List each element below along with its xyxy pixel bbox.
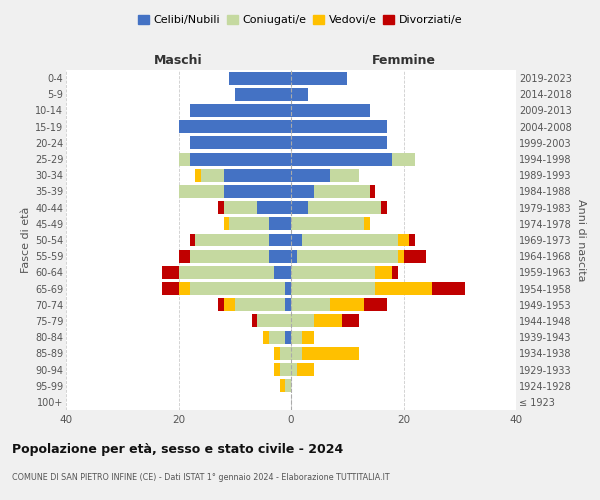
Bar [223,185,291,198]
Bar [196,169,201,181]
Bar [179,282,190,295]
Bar [291,72,347,85]
Bar [190,282,286,295]
Bar [269,234,291,246]
Bar [302,234,398,246]
Bar [302,330,314,344]
Bar [274,363,280,376]
Text: Femmine: Femmine [371,54,436,67]
Bar [223,201,257,214]
Bar [223,298,235,311]
Bar [251,314,257,328]
Bar [179,120,291,133]
Bar [302,347,359,360]
Bar [291,266,376,279]
Bar [291,136,386,149]
Bar [269,250,291,262]
Bar [341,314,359,328]
Text: Maschi: Maschi [154,54,203,67]
Bar [291,152,392,166]
Bar [398,250,404,262]
Bar [280,379,286,392]
Bar [308,201,381,214]
Bar [257,201,291,214]
Bar [404,250,426,262]
Bar [291,201,308,214]
Bar [286,282,291,295]
Bar [235,88,291,101]
Bar [269,330,286,344]
Bar [179,185,223,198]
Bar [190,136,291,149]
Bar [286,379,291,392]
Bar [291,314,314,328]
Bar [280,363,291,376]
Legend: Celibi/Nubili, Coniugati/e, Vedovi/e, Divorziati/e: Celibi/Nubili, Coniugati/e, Vedovi/e, Di… [133,10,467,30]
Bar [161,282,179,295]
Bar [229,72,291,85]
Bar [190,234,196,246]
Bar [190,104,291,117]
Text: Popolazione per età, sesso e stato civile - 2024: Popolazione per età, sesso e stato civil… [12,442,343,456]
Bar [280,347,291,360]
Bar [190,250,269,262]
Y-axis label: Fasce di età: Fasce di età [20,207,31,273]
Bar [274,347,280,360]
Bar [257,314,291,328]
Bar [296,363,314,376]
Bar [291,330,302,344]
Bar [409,234,415,246]
Bar [314,314,341,328]
Bar [291,298,331,311]
Bar [201,169,223,181]
Bar [381,201,386,214]
Bar [223,169,291,181]
Bar [286,330,291,344]
Bar [274,266,291,279]
Bar [291,363,296,376]
Bar [431,282,466,295]
Bar [179,152,190,166]
Bar [376,282,431,295]
Bar [263,330,269,344]
Bar [218,201,223,214]
Bar [269,218,291,230]
Bar [179,250,190,262]
Bar [370,185,376,198]
Bar [161,266,179,279]
Bar [235,298,286,311]
Bar [291,218,364,230]
Bar [190,152,291,166]
Bar [364,298,386,311]
Bar [291,88,308,101]
Bar [398,234,409,246]
Bar [291,282,376,295]
Bar [376,266,392,279]
Bar [331,169,359,181]
Bar [286,298,291,311]
Text: COMUNE DI SAN PIETRO INFINE (CE) - Dati ISTAT 1° gennaio 2024 - Elaborazione TUT: COMUNE DI SAN PIETRO INFINE (CE) - Dati … [12,472,389,482]
Bar [314,185,370,198]
Bar [392,266,398,279]
Bar [229,218,269,230]
Bar [291,185,314,198]
Bar [291,120,386,133]
Bar [331,298,364,311]
Bar [179,266,274,279]
Bar [291,234,302,246]
Bar [291,347,302,360]
Bar [296,250,398,262]
Bar [291,104,370,117]
Bar [218,298,223,311]
Y-axis label: Anni di nascita: Anni di nascita [576,198,586,281]
Bar [392,152,415,166]
Bar [223,218,229,230]
Bar [364,218,370,230]
Bar [291,169,331,181]
Bar [291,250,296,262]
Bar [196,234,269,246]
